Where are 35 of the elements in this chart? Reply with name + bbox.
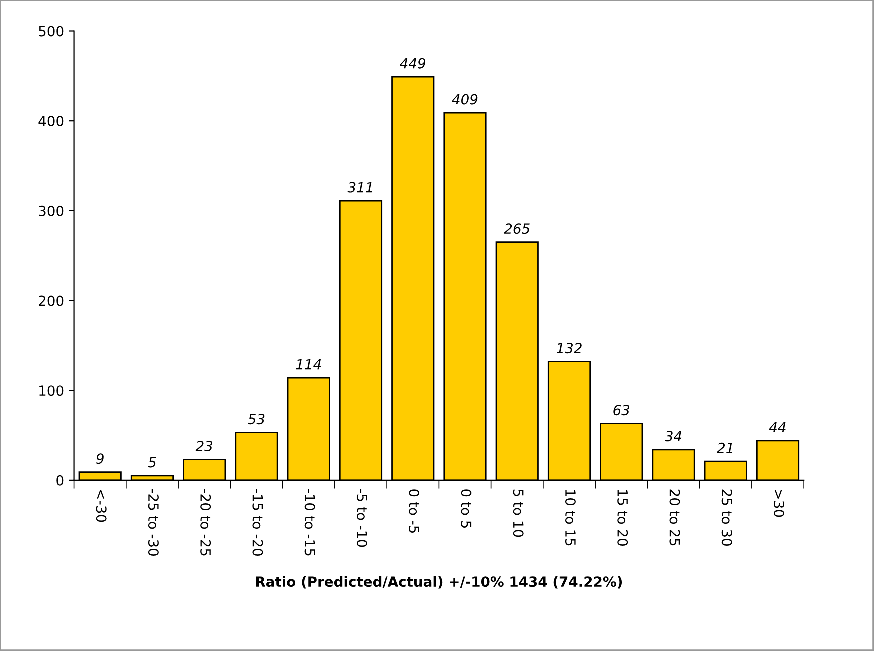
data-label: 34 <box>664 431 682 442</box>
data-label: 53 <box>248 414 265 425</box>
x-tick-label: 15 to 20 <box>618 490 628 546</box>
data-label: 23 <box>196 441 213 452</box>
data-label: 9 <box>96 454 104 464</box>
data-label: 311 <box>348 182 372 193</box>
data-label: 21 <box>717 442 733 454</box>
x-tick-label: -15 to -20 <box>252 489 264 556</box>
y-tick-label: 100 <box>40 386 64 396</box>
x-tick-label: -25 to -30 <box>148 489 159 556</box>
y-tick-label: 0 <box>56 475 64 486</box>
x-tick-label: 0 to 5 <box>461 490 472 528</box>
x-tick-label: 5 to 10 <box>513 490 524 538</box>
x-tick-label: -10 to -15 <box>304 489 316 556</box>
x-tick-label: 0 to -5 <box>409 490 420 534</box>
data-label: 449 <box>400 58 426 69</box>
x-tick-label: >30 <box>774 490 784 518</box>
y-tick-label: 300 <box>39 206 64 216</box>
y-tick-label: 400 <box>38 116 64 127</box>
y-tick-label: 200 <box>39 296 64 306</box>
x-tick-label: 20 to 25 <box>670 490 680 546</box>
data-label: 44 <box>769 422 786 432</box>
data-label: 5 <box>148 457 156 468</box>
data-label: 132 <box>556 343 582 354</box>
x-tick-label: -20 to -25 <box>200 489 212 556</box>
x-tick-label: 25 to 30 <box>722 490 732 546</box>
data-label: 265 <box>504 224 530 234</box>
data-label: 409 <box>452 94 478 105</box>
data-label: 63 <box>614 405 630 416</box>
x-axis-title: Ratio (Predicted/Actual) +/-10% 1434 (74.22%) <box>256 576 622 589</box>
data-label: 114 <box>296 359 322 370</box>
x-tick-label: -5 to -10 <box>356 489 368 548</box>
y-tick-label: 500 <box>39 26 64 37</box>
x-tick-label: 10 to 15 <box>565 490 576 546</box>
x-tick-label: <-30 <box>96 490 107 522</box>
